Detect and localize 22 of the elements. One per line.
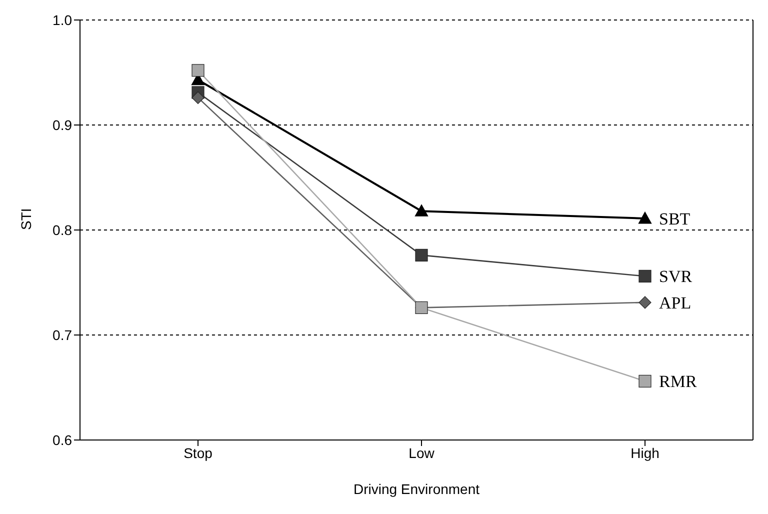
y-tick-label: 0.6 bbox=[52, 432, 72, 448]
series-label: APL bbox=[659, 293, 692, 312]
point bbox=[415, 248, 428, 262]
y-tick-label: 0.9 bbox=[52, 116, 72, 133]
series-label: SBT bbox=[659, 209, 691, 228]
y-tick-label: 1.0 bbox=[52, 12, 72, 28]
x-axis-title: Driving Environment bbox=[353, 481, 480, 497]
y-axis-title: STI bbox=[18, 208, 34, 230]
x-tick-label: Stop bbox=[184, 444, 213, 461]
y-tick-label: 0.8 bbox=[52, 222, 72, 238]
y-tick-label: 0.7 bbox=[52, 326, 72, 343]
point bbox=[192, 91, 204, 104]
point bbox=[638, 270, 652, 282]
point bbox=[415, 204, 428, 216]
point bbox=[638, 374, 652, 388]
point bbox=[638, 212, 652, 224]
x-tick-label: Low bbox=[408, 444, 436, 461]
series-label: SVR bbox=[659, 267, 693, 286]
point bbox=[192, 64, 204, 77]
series-label: RMR bbox=[659, 372, 698, 392]
point bbox=[638, 296, 652, 309]
x-tick-label: High bbox=[630, 444, 660, 461]
